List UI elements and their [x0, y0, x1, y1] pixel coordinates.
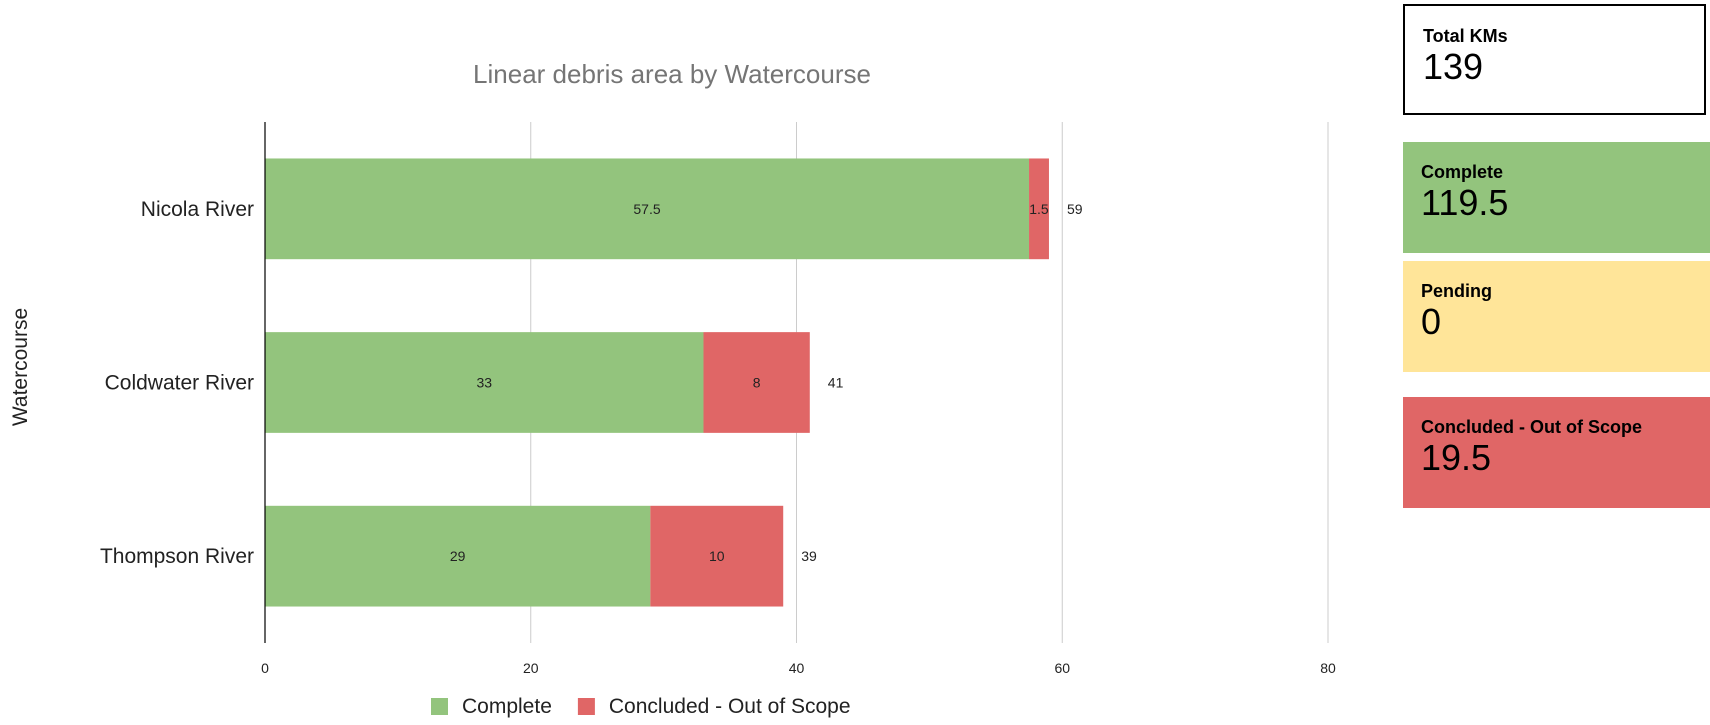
total-label: 39	[801, 548, 817, 564]
concluded-card: Concluded - Out of Scope 19.5	[1403, 397, 1710, 508]
x-axis-ticks: 0 20 40 60 80	[261, 660, 1336, 676]
bar-segment	[265, 158, 1030, 260]
data-label: 33	[476, 375, 492, 391]
bar-segment	[265, 332, 704, 433]
x-tick-label: 20	[523, 660, 539, 676]
total-label: 59	[1067, 201, 1083, 217]
bar-segment	[703, 332, 810, 433]
concluded-title: Concluded - Out of Scope	[1421, 417, 1642, 437]
bar-segment	[265, 505, 651, 607]
x-tick-label: 80	[1320, 660, 1336, 676]
legend-label: Complete	[462, 695, 552, 718]
legend-swatch	[577, 698, 595, 715]
complete-title: Complete	[1421, 162, 1504, 182]
category-label: Nicola River	[141, 198, 254, 221]
data-label: 29	[450, 548, 466, 564]
category-label: Coldwater River	[105, 372, 254, 395]
pending-title: Pending	[1421, 281, 1492, 301]
total-kms-title: Total KMs	[1423, 26, 1508, 46]
data-label: 8	[753, 375, 761, 391]
y-axis-title: Watercourse	[9, 308, 32, 426]
x-tick-label: 40	[789, 660, 805, 676]
x-tick-label: 60	[1054, 660, 1070, 676]
x-tick-label: 0	[261, 660, 269, 676]
chart-title: Linear debris area by Watercourse	[473, 59, 871, 89]
pending-card: Pending 0	[1403, 261, 1710, 372]
legend-swatch	[431, 698, 448, 715]
legend: Complete Concluded - Out of Scope	[431, 695, 851, 718]
category-label: Thompson River	[100, 545, 254, 568]
complete-card: Complete 119.5	[1403, 142, 1710, 253]
data-label: 1.5	[1029, 201, 1049, 217]
concluded-value: 19.5	[1421, 437, 1492, 478]
data-label: 57.5	[633, 201, 660, 217]
bar-segment	[1029, 158, 1049, 260]
pending-value: 0	[1421, 301, 1442, 342]
bar-segment	[650, 505, 784, 607]
total-kms-value: 139	[1423, 46, 1484, 87]
legend-label: Concluded - Out of Scope	[609, 695, 851, 718]
total-kms-card: Total KMs 139	[1403, 4, 1706, 115]
bars: 57.5 1.5 59 33 8 41 29 10 39	[265, 158, 1083, 607]
category-labels: Nicola River Coldwater River Thompson Rive…	[100, 198, 254, 568]
total-label: 41	[828, 375, 844, 391]
data-label: 10	[709, 548, 725, 564]
stacked-bar-chart: Linear debris area by Watercourse Waterc…	[9, 59, 1336, 718]
complete-value: 119.5	[1421, 182, 1509, 223]
